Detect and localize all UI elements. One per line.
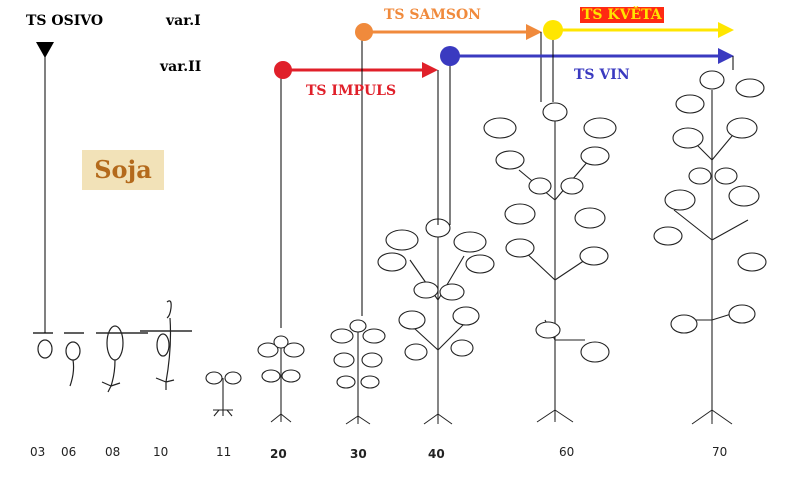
var2-label: var.II [160, 59, 202, 75]
ts-vin-label: TS VIN [574, 67, 630, 83]
stage-label: 06 [61, 445, 77, 459]
ts-osivo-label: TS OSIVO [26, 13, 104, 29]
stage-label: 70 [712, 445, 728, 459]
soil-level-lines [33, 330, 192, 334]
mature-plants [377, 70, 767, 420]
ts-impuls-label: TS IMPULS [306, 83, 397, 99]
stage-label: 30 [350, 447, 367, 461]
ts-samson-label: TS SAMSON [384, 7, 481, 23]
stage-label: 10 [153, 445, 169, 459]
ts-kveta-label: TS KVĚTA [580, 7, 664, 23]
stage-label: 60 [559, 445, 575, 459]
stage-label: 20 [270, 447, 287, 461]
stage-label: 08 [105, 445, 121, 459]
var1-label: var.I [166, 13, 201, 29]
stage-label: 03 [30, 445, 46, 459]
stage-label: 40 [428, 447, 445, 461]
seedlings [37, 300, 175, 393]
osivo-marker [36, 42, 54, 333]
samson-arrow [355, 23, 542, 316]
vin-arrow [440, 46, 734, 225]
roots [213, 404, 733, 425]
kveta-arrow [543, 20, 734, 102]
stage-label: 11 [216, 445, 232, 459]
crop-label: Soja [82, 150, 164, 190]
young-plants [205, 319, 386, 420]
impuls-arrow [274, 61, 439, 328]
